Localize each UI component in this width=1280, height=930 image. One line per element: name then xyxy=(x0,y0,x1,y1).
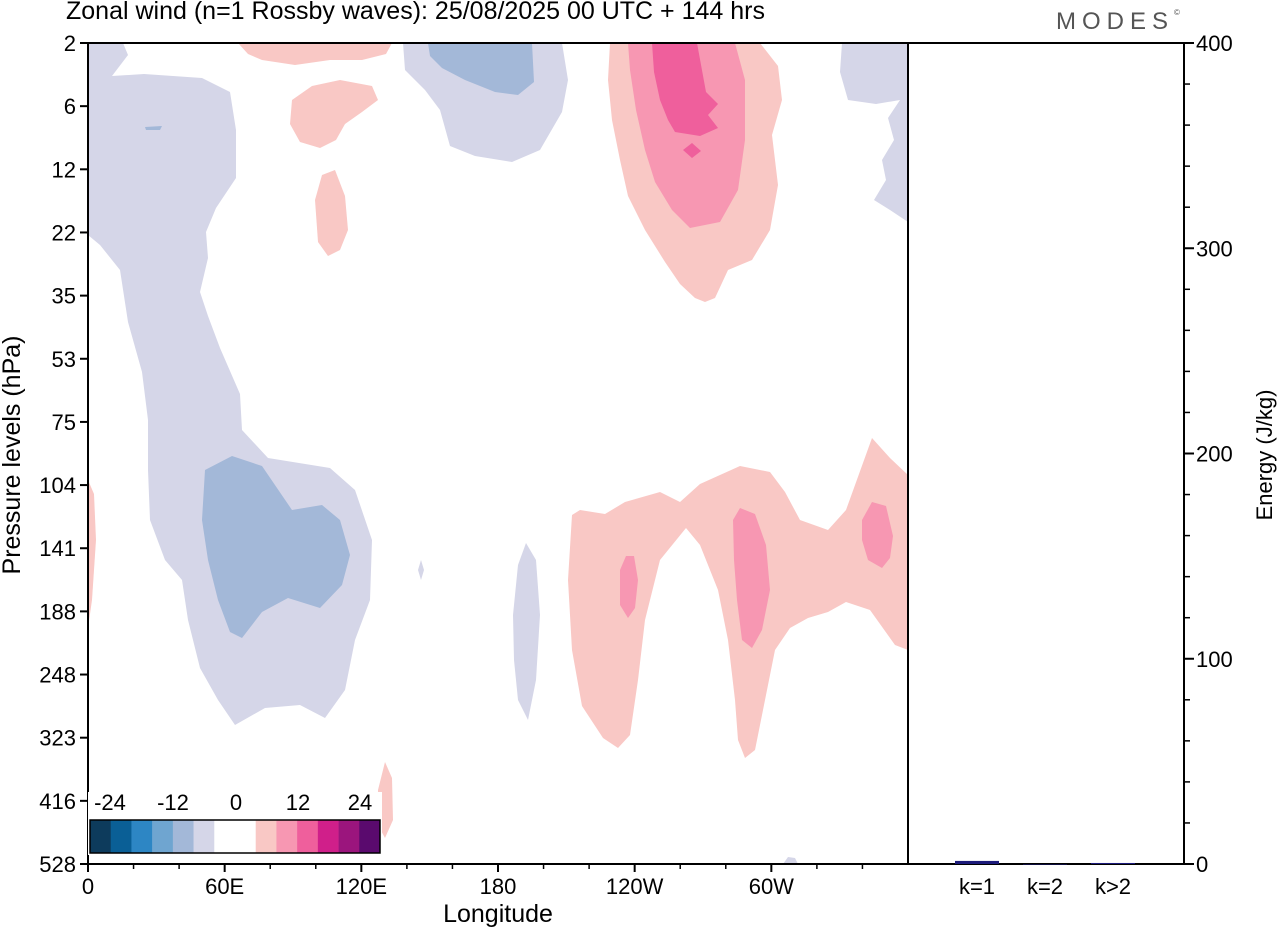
chart-title: Zonal wind (n=1 Rossby waves): 25/08/202… xyxy=(66,0,765,25)
energy-bars xyxy=(955,860,1135,865)
y-tick-label: 12 xyxy=(52,157,76,182)
energy-category-label: k=2 xyxy=(1027,874,1063,899)
positive-top-jet-mid xyxy=(628,43,745,228)
colorbar-label: 0 xyxy=(230,790,242,815)
colorbar-frame xyxy=(89,819,381,854)
x-tick-label: 60W xyxy=(749,874,794,899)
negative-small-blob xyxy=(418,560,424,580)
modes-logo: MODES© xyxy=(1056,8,1180,36)
colorbar-swatch xyxy=(110,820,132,853)
y-tick-label: 141 xyxy=(39,536,76,561)
positive-lower-maxima-a xyxy=(620,556,638,618)
energy-bar xyxy=(1023,864,1067,865)
colorbar-swatch xyxy=(90,820,112,853)
negative-speck xyxy=(145,126,162,130)
negative-thin-column xyxy=(513,543,540,720)
modes-logo-text: MODES xyxy=(1056,8,1175,35)
y-tick-label: 323 xyxy=(39,726,76,751)
y-axis-title: Pressure levels (hPa) xyxy=(0,336,26,575)
x-tick-label: 180 xyxy=(480,874,517,899)
energy-category-label: k>2 xyxy=(1095,874,1131,899)
y-tick-label: 75 xyxy=(52,410,76,435)
y-tick-label: 528 xyxy=(39,852,76,877)
negative-bottom-dot xyxy=(783,857,798,864)
positive-top-jet-core xyxy=(652,43,718,136)
y-tick-label: 6 xyxy=(64,94,76,119)
y-tick-label: 2 xyxy=(64,31,76,56)
x-axis-title: Longitude xyxy=(443,900,553,928)
positive-top-strip xyxy=(238,43,392,65)
energy-tick-label: 300 xyxy=(1196,236,1233,261)
energy-bar xyxy=(1091,862,1135,864)
y-tick-label: 188 xyxy=(39,599,76,624)
y-tick-label: 248 xyxy=(39,663,76,688)
colorbar-swatch xyxy=(131,820,153,853)
colorbar-label: -12 xyxy=(157,790,189,815)
colorbar-swatch xyxy=(359,820,381,853)
positive-lower-maxima-b xyxy=(733,508,770,648)
colorbar-swatch xyxy=(235,820,257,853)
positive-top-jet-dot xyxy=(683,143,701,158)
colorbar-swatch xyxy=(276,820,298,853)
y-tick-label: 416 xyxy=(39,789,76,814)
colorbar-swatch xyxy=(338,820,360,853)
x-tick-label: 120W xyxy=(606,874,664,899)
energy-axis-title: Energy (J/kg) xyxy=(1252,390,1277,521)
negative-top-east xyxy=(840,43,908,222)
logo-mark: © xyxy=(1174,8,1180,17)
y-tick-label: 22 xyxy=(52,220,76,245)
colorbar-swatch xyxy=(317,820,339,853)
x-tick-label: 60E xyxy=(205,874,244,899)
energy-category-label: k=1 xyxy=(959,874,995,899)
y-tick-label: 104 xyxy=(39,473,76,498)
colorbar-swatch xyxy=(214,820,236,853)
x-tick-label: 0 xyxy=(82,874,94,899)
energy-tick-label: 0 xyxy=(1196,852,1208,877)
colorbar: -24 -12 0 12 24 xyxy=(88,790,382,855)
energy-tick-label: 200 xyxy=(1196,442,1233,467)
colorbar-swatch xyxy=(152,820,174,853)
y-tick-label: 35 xyxy=(52,284,76,309)
colorbar-swatch xyxy=(193,820,215,853)
colorbar-label: 24 xyxy=(348,790,372,815)
negative-top-center-core xyxy=(428,43,534,95)
colorbar-label: -24 xyxy=(94,790,126,815)
axis-ticks xyxy=(80,42,1194,872)
y-tick-label: 53 xyxy=(52,347,76,372)
colorbar-label: 12 xyxy=(286,790,310,815)
positive-blob-lower xyxy=(315,170,348,256)
energy-bar xyxy=(955,860,999,864)
colorbar-swatch xyxy=(172,820,194,853)
positive-blob-upper xyxy=(290,80,378,148)
colorbar-swatch xyxy=(255,820,277,853)
x-tick-label: 120E xyxy=(336,874,387,899)
positive-left-edge xyxy=(88,480,96,628)
energy-tick-label: 400 xyxy=(1196,31,1233,56)
energy-tick-label: 100 xyxy=(1196,647,1233,672)
negative-west-core xyxy=(202,456,350,638)
colorbar-swatch xyxy=(297,820,319,853)
positive-lower-maxima-c xyxy=(862,502,893,568)
contour-field xyxy=(88,43,908,864)
